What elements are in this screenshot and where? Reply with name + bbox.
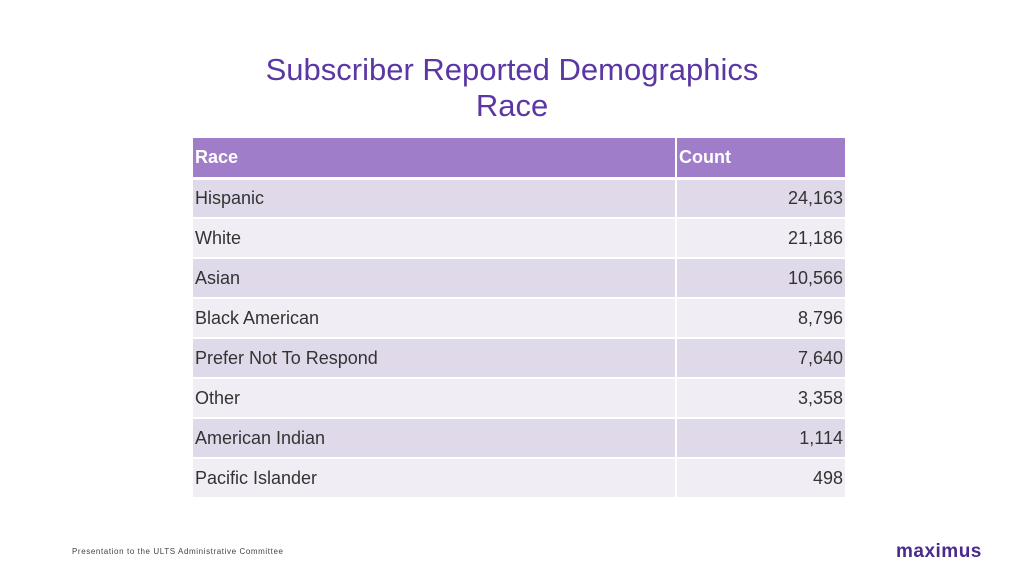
slide-subtitle: Race bbox=[475, 88, 549, 123]
race-cell: Prefer Not To Respond bbox=[193, 338, 677, 379]
table-row: American Indian 1,114 bbox=[193, 418, 845, 459]
header-race: Race bbox=[193, 138, 677, 180]
header-count: Count bbox=[676, 138, 845, 180]
table-row: White 21,186 bbox=[193, 218, 845, 259]
count-cell: 1,114 bbox=[676, 418, 845, 459]
race-count-table: Race Count Hispanic 24,163 White 21,186 … bbox=[193, 138, 845, 499]
race-cell: American Indian bbox=[193, 418, 677, 459]
count-cell: 24,163 bbox=[676, 178, 845, 219]
race-cell: Asian bbox=[193, 258, 677, 299]
count-cell: 10,566 bbox=[676, 258, 845, 299]
count-cell: 7,640 bbox=[676, 338, 845, 379]
race-cell: Pacific Islander bbox=[193, 458, 677, 499]
count-cell: 21,186 bbox=[676, 218, 845, 259]
table-row: Pacific Islander 498 bbox=[193, 458, 845, 499]
race-cell: Black American bbox=[193, 298, 677, 339]
table-row: Other 3,358 bbox=[193, 378, 845, 419]
count-cell: 3,358 bbox=[676, 378, 845, 419]
race-cell: Other bbox=[193, 378, 677, 419]
count-cell: 498 bbox=[676, 458, 845, 499]
table-row: Black American 8,796 bbox=[193, 298, 845, 339]
slide-title-block: Subscriber Reported Demographics Race bbox=[0, 52, 1024, 124]
slide-title: Subscriber Reported Demographics bbox=[265, 52, 759, 87]
count-cell: 8,796 bbox=[676, 298, 845, 339]
footer-caption: Presentation to the ULTS Administrative … bbox=[72, 547, 284, 556]
table-row: Prefer Not To Respond 7,640 bbox=[193, 338, 845, 379]
table-row: Hispanic 24,163 bbox=[193, 178, 845, 219]
maximus-logo: maximus bbox=[896, 541, 982, 562]
race-cell: White bbox=[193, 218, 677, 259]
race-cell: Hispanic bbox=[193, 178, 677, 219]
table-header-row: Race Count bbox=[193, 138, 845, 180]
table-row: Asian 10,566 bbox=[193, 258, 845, 299]
